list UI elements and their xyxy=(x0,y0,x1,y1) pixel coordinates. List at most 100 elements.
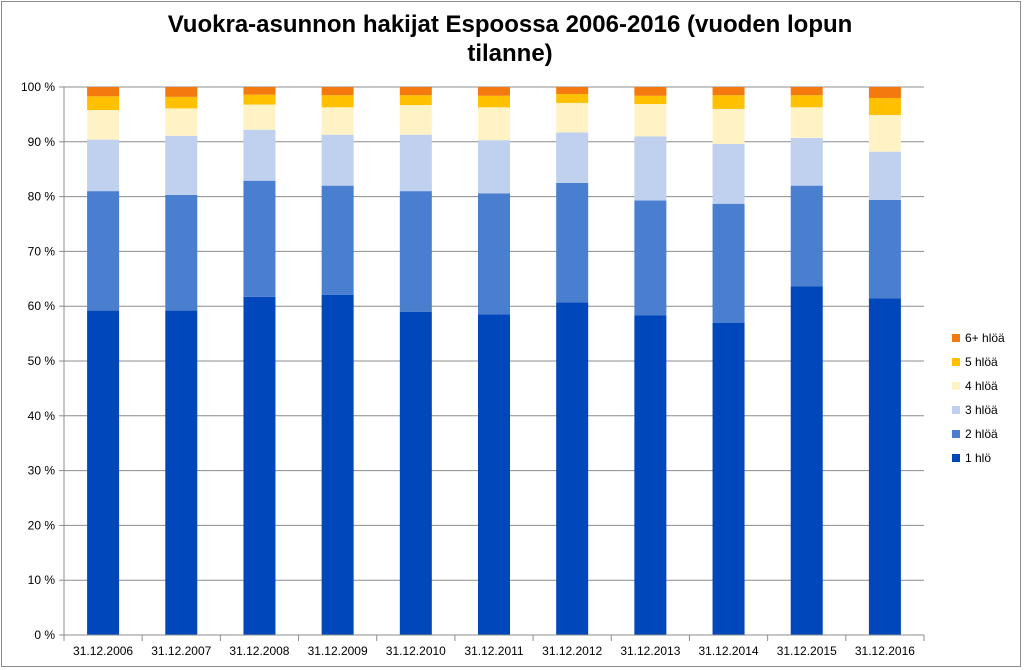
x-tick-label: 31.12.2006 xyxy=(73,644,133,658)
legend-swatch xyxy=(952,334,960,342)
x-tick-labels: 31.12.2006 31.12.2007 31.12.2008 31.12.2009… xyxy=(73,644,915,658)
bar-segment-4 xyxy=(165,108,198,136)
bar-segment-5 xyxy=(556,94,589,103)
legend-label: 4 hlöä xyxy=(965,379,998,393)
bar-segment-1 xyxy=(243,296,276,635)
y-tick-label: 20 % xyxy=(28,518,56,532)
legend-label: 5 hlöä xyxy=(965,355,998,369)
x-tick-label: 31.12.2010 xyxy=(386,644,446,658)
bar-segment-2 xyxy=(556,182,589,303)
x-tick-label: 31.12.2009 xyxy=(308,644,368,658)
bar-segment-1 xyxy=(87,310,120,635)
y-tick-label: 70 % xyxy=(28,244,56,258)
bar-segment-5 xyxy=(321,95,354,108)
bar-segment-3 xyxy=(165,135,198,195)
bar-segment-4 xyxy=(478,107,510,141)
bar-segment-3 xyxy=(790,137,823,186)
bar-segment-5 xyxy=(399,95,432,106)
x-tick-label: 31.12.2012 xyxy=(542,644,602,658)
bar-segment-4 xyxy=(556,102,589,133)
bar-segment-1 xyxy=(165,310,198,635)
bar-segment-2 xyxy=(399,191,432,312)
y-tick-label: 100 % xyxy=(21,80,55,94)
legend-item: 2 hlöä xyxy=(952,426,998,442)
legend-label: 3 hlöä xyxy=(965,403,998,417)
y-tick-label: 0 % xyxy=(34,628,55,642)
bar-segment-3 xyxy=(478,140,510,194)
bar-segment-2 xyxy=(478,193,510,315)
bar-segment-6 xyxy=(399,87,432,96)
y-tick-label: 60 % xyxy=(28,299,56,313)
legend-label: 6+ hlöä xyxy=(965,331,1005,345)
bar-segment-4 xyxy=(243,104,276,130)
bar-segment-2 xyxy=(87,191,120,311)
y-tick-label: 40 % xyxy=(28,409,56,423)
y-tick-label: 10 % xyxy=(28,573,56,587)
bar-segment-6 xyxy=(868,87,901,98)
bar-segment-2 xyxy=(165,194,198,311)
bar-segment-2 xyxy=(243,180,276,297)
bar-segment-3 xyxy=(634,136,667,201)
legend-swatch xyxy=(952,382,960,390)
bar-segment-4 xyxy=(868,114,901,152)
bar-segment-6 xyxy=(87,87,120,97)
x-tick-label: 31.12.2007 xyxy=(151,644,211,658)
bar-segment-5 xyxy=(478,95,510,108)
bar-segment-1 xyxy=(790,286,823,635)
bar-segment-2 xyxy=(790,185,823,287)
bar-segment-4 xyxy=(87,110,120,140)
bar-segment-3 xyxy=(868,151,901,200)
bar-segment-2 xyxy=(868,199,901,299)
bar-segment-4 xyxy=(712,108,745,144)
chart-title: Vuokra-asunnon hakijat Espoossa 2006-201… xyxy=(120,10,900,68)
legend-swatch xyxy=(952,430,960,438)
x-tick-label: 31.12.2011 xyxy=(464,644,523,658)
y-tick-labels: 0 % 10 % 20 % 30 % 40 % 50 % 60 % 70 % 80 % 90 % 1… xyxy=(21,80,55,642)
y-tick-label: 50 % xyxy=(28,354,56,368)
bar-segment-1 xyxy=(478,314,510,635)
x-tick-label: 31.12.2016 xyxy=(855,644,915,658)
bar-segment-6 xyxy=(790,87,823,96)
legend-label: 2 hlöä xyxy=(965,427,998,441)
bar-segment-6 xyxy=(712,87,745,96)
legend-item: 4 hlöä xyxy=(952,378,998,394)
bar-segment-6 xyxy=(556,87,589,95)
bar-segment-1 xyxy=(399,311,432,635)
y-tick-label: 30 % xyxy=(28,464,56,478)
chart-title-line-1: Vuokra-asunnon hakijat Espoossa 2006-201… xyxy=(167,11,853,38)
legend-label: 1 hlö xyxy=(965,451,992,465)
bar-segment-6 xyxy=(321,87,354,96)
legend-swatch xyxy=(952,454,960,462)
x-tick-label: 31.12.2008 xyxy=(229,644,289,658)
bar-segment-6 xyxy=(478,87,510,96)
bar-segment-5 xyxy=(868,97,901,115)
x-tick-label: 31.12.2015 xyxy=(777,644,837,658)
legend-item: 1 hlö xyxy=(952,450,991,466)
chart-title-line-2: tilanne) xyxy=(467,40,553,67)
bar-segment-3 xyxy=(321,134,354,186)
bar-segment-3 xyxy=(399,134,432,192)
x-tick-label: 31.12.2013 xyxy=(620,644,680,658)
y-tick-label: 90 % xyxy=(28,135,56,149)
bar-segment-3 xyxy=(712,143,745,204)
bar-segment-2 xyxy=(321,185,354,295)
legend-swatch xyxy=(952,358,960,366)
bar-segment-4 xyxy=(634,103,667,137)
legend-item: 6+ hlöä xyxy=(952,330,1005,346)
y-tick-label: 80 % xyxy=(28,190,56,204)
bar-segment-6 xyxy=(165,87,198,97)
bar-segment-5 xyxy=(165,96,198,109)
bar-segment-2 xyxy=(712,203,745,323)
bar-segment-2 xyxy=(634,200,667,316)
bars xyxy=(87,87,901,635)
bar-segment-3 xyxy=(243,129,276,181)
axes xyxy=(59,86,925,641)
bar-segment-5 xyxy=(243,94,276,105)
legend-swatch xyxy=(952,406,960,414)
bar-segment-4 xyxy=(790,107,823,138)
legend-item: 5 hlöä xyxy=(952,354,998,370)
bar-segment-4 xyxy=(399,105,432,135)
bar-segment-1 xyxy=(868,298,901,635)
bar-segment-6 xyxy=(243,87,276,95)
